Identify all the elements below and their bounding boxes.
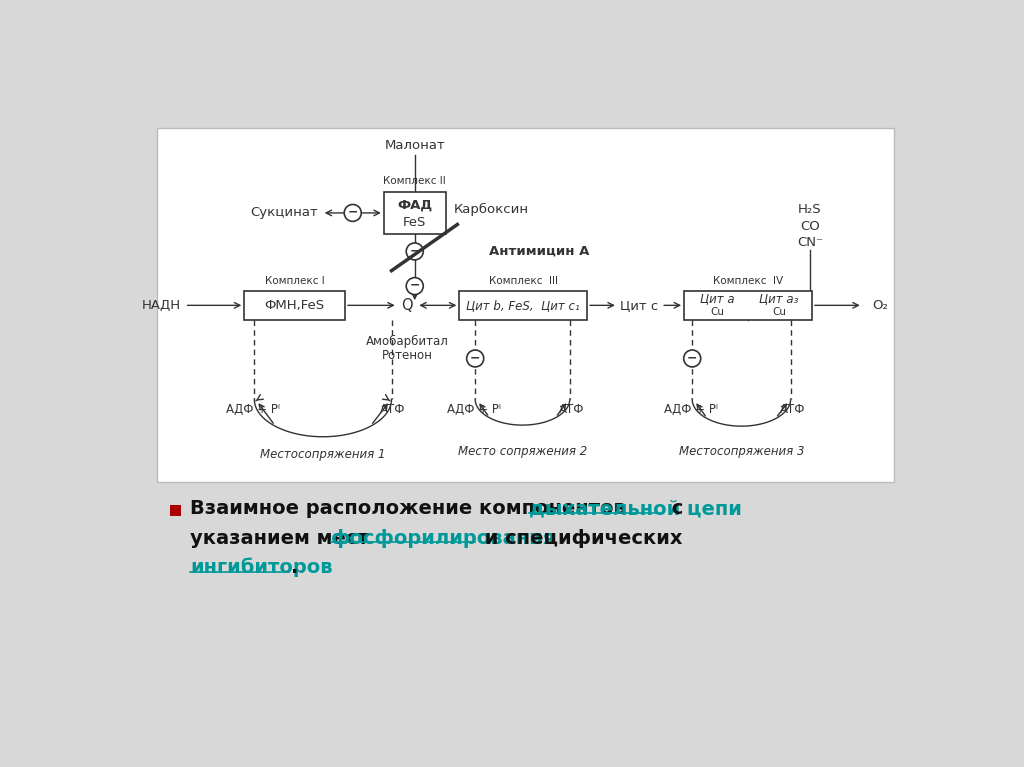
- Text: −: −: [410, 244, 420, 257]
- Text: Цит a₃: Цит a₃: [760, 292, 799, 305]
- Circle shape: [684, 350, 700, 367]
- Circle shape: [407, 243, 423, 260]
- FancyBboxPatch shape: [158, 128, 894, 482]
- Text: Q: Q: [401, 298, 413, 313]
- Text: ФАД: ФАД: [397, 199, 432, 212]
- Text: Антимицин А: Антимицин А: [488, 245, 589, 258]
- Text: ингибиторов: ингибиторов: [190, 558, 333, 578]
- Text: −: −: [410, 279, 420, 291]
- Text: АТФ: АТФ: [380, 403, 406, 416]
- Text: Цит b, FeS,  Цит c₁: Цит b, FeS, Цит c₁: [466, 299, 581, 312]
- Text: Место сопряжения 2: Место сопряжения 2: [458, 445, 587, 458]
- Text: с: с: [665, 499, 683, 518]
- Text: Местосопряжения 3: Местосопряжения 3: [679, 445, 804, 458]
- Text: АДФ + Рᴵ: АДФ + Рᴵ: [664, 403, 718, 416]
- Text: АТФ: АТФ: [779, 403, 805, 416]
- Text: АДФ + Рᴵ: АДФ + Рᴵ: [446, 403, 501, 416]
- Text: CN⁻: CN⁻: [797, 236, 823, 249]
- Bar: [460, 291, 587, 320]
- Bar: [245, 291, 345, 320]
- Text: дыхательной цепи: дыхательной цепи: [529, 499, 742, 518]
- Text: АТФ: АТФ: [558, 403, 584, 416]
- Text: −: −: [347, 206, 358, 219]
- Text: Ротенон: Ротенон: [382, 349, 432, 362]
- Bar: [684, 291, 812, 320]
- Text: Комплекс  IV: Комплекс IV: [713, 276, 783, 286]
- Text: и специфических: и специфических: [477, 528, 682, 548]
- Text: Малонат: Малонат: [384, 139, 445, 152]
- Text: Cu: Cu: [772, 308, 786, 318]
- Text: CO: CO: [800, 219, 820, 232]
- Text: O₂: O₂: [872, 299, 888, 312]
- Circle shape: [467, 350, 483, 367]
- Text: Цит a: Цит a: [699, 292, 734, 305]
- Text: АДФ + Рᴵ: АДФ + Рᴵ: [225, 403, 280, 416]
- Bar: [384, 192, 445, 234]
- Text: FeS: FeS: [403, 216, 426, 229]
- Text: H₂S: H₂S: [798, 202, 822, 216]
- Text: Комплекс II: Комплекс II: [383, 176, 446, 186]
- Text: фосфорилирования: фосфорилирования: [331, 528, 556, 548]
- Text: ФМН,FeS: ФМН,FeS: [264, 299, 325, 312]
- Text: НАДН: НАДН: [141, 299, 180, 312]
- Text: Комплекс  III: Комплекс III: [488, 276, 558, 286]
- Text: .: .: [291, 558, 298, 577]
- Text: Взаимное расположение компонентов: Взаимное расположение компонентов: [190, 499, 633, 518]
- Text: указанием мест: указанием мест: [190, 528, 376, 548]
- Text: ▪: ▪: [169, 499, 183, 519]
- Text: Местосопряжения 1: Местосопряжения 1: [260, 448, 386, 461]
- Circle shape: [407, 278, 423, 295]
- Text: Карбоксин: Карбоксин: [454, 202, 528, 216]
- Text: Cu: Cu: [710, 308, 724, 318]
- Text: Сукцинат: Сукцинат: [250, 206, 317, 219]
- Text: Цит с: Цит с: [621, 299, 658, 312]
- Circle shape: [344, 205, 361, 222]
- Text: −: −: [470, 351, 480, 364]
- Text: Амобарбитал: Амобарбитал: [366, 335, 449, 348]
- Text: Комплекс I: Комплекс I: [265, 276, 325, 286]
- Text: −: −: [687, 351, 697, 364]
